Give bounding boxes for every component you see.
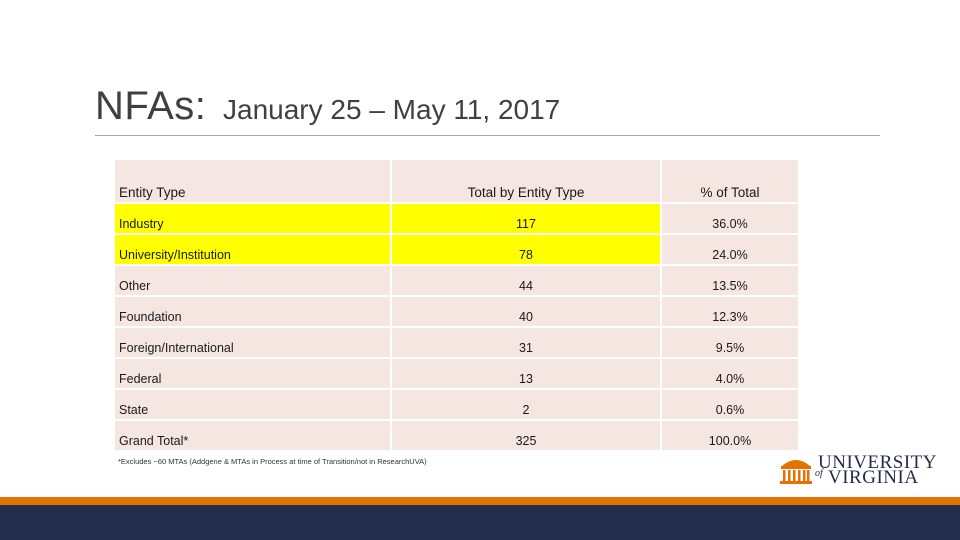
slide-title: NFAs: [95, 84, 207, 128]
header-entity-type: Entity Type [113, 158, 392, 204]
percent-cell: 12.3% [660, 295, 800, 328]
table-row: Industry 117 36.0% [113, 202, 800, 235]
percent-cell: 13.5% [660, 264, 800, 297]
percent-cell: 4.0% [660, 357, 800, 390]
percent-cell: 24.0% [660, 233, 800, 266]
uva-logo: UNIVERSITY of VIRGINIA [778, 452, 938, 488]
table-row: Foundation 40 12.3% [113, 295, 800, 328]
total-cell: 31 [390, 326, 662, 359]
entity-cell: Industry [113, 202, 392, 235]
table-row: Other 44 13.5% [113, 264, 800, 297]
table-row: University/Institution 78 24.0% [113, 233, 800, 266]
total-cell: 13 [390, 357, 662, 390]
table-row: Federal 13 4.0% [113, 357, 800, 390]
entity-cell: Federal [113, 357, 392, 390]
percent-cell: 9.5% [660, 326, 800, 359]
header-percent: % of Total [660, 158, 800, 204]
entity-cell: University/Institution [113, 233, 392, 266]
total-cell: 117 [390, 202, 662, 235]
slide-subtitle: January 25 – May 11, 2017 [223, 94, 561, 125]
table-footnote: *Excludes ~60 MTAs (Addgene & MTAs in Pr… [118, 457, 427, 466]
total-cell: 2 [390, 388, 662, 421]
total-cell: 325 [390, 419, 662, 452]
footer-navy-band [0, 505, 960, 540]
entity-cell: Foundation [113, 295, 392, 328]
logo-university-text: UNIVERSITY [818, 452, 937, 473]
total-cell: 44 [390, 264, 662, 297]
footer-orange-stripe [0, 497, 960, 505]
entity-cell: State [113, 388, 392, 421]
nfa-entity-table: Entity Type Total by Entity Type % of To… [113, 158, 800, 452]
entity-cell: Foreign/International [113, 326, 392, 359]
total-cell: 78 [390, 233, 662, 266]
percent-cell: 100.0% [660, 419, 800, 452]
logo-of-text: of [815, 468, 823, 479]
logo-virginia-text: VIRGINIA [828, 467, 919, 488]
percent-cell: 36.0% [660, 202, 800, 235]
total-cell: 40 [390, 295, 662, 328]
table-header-row: Entity Type Total by Entity Type % of To… [113, 158, 800, 204]
rotunda-icon [780, 460, 812, 484]
entity-cell: Other [113, 264, 392, 297]
table-row-grand-total: Grand Total* 325 100.0% [113, 419, 800, 452]
table-row: State 2 0.6% [113, 388, 800, 421]
table-row: Foreign/International 31 9.5% [113, 326, 800, 359]
slide-title-area: NFAs: January 25 – May 11, 2017 [95, 80, 880, 136]
entity-cell: Grand Total* [113, 419, 392, 452]
header-total: Total by Entity Type [390, 158, 662, 204]
percent-cell: 0.6% [660, 388, 800, 421]
